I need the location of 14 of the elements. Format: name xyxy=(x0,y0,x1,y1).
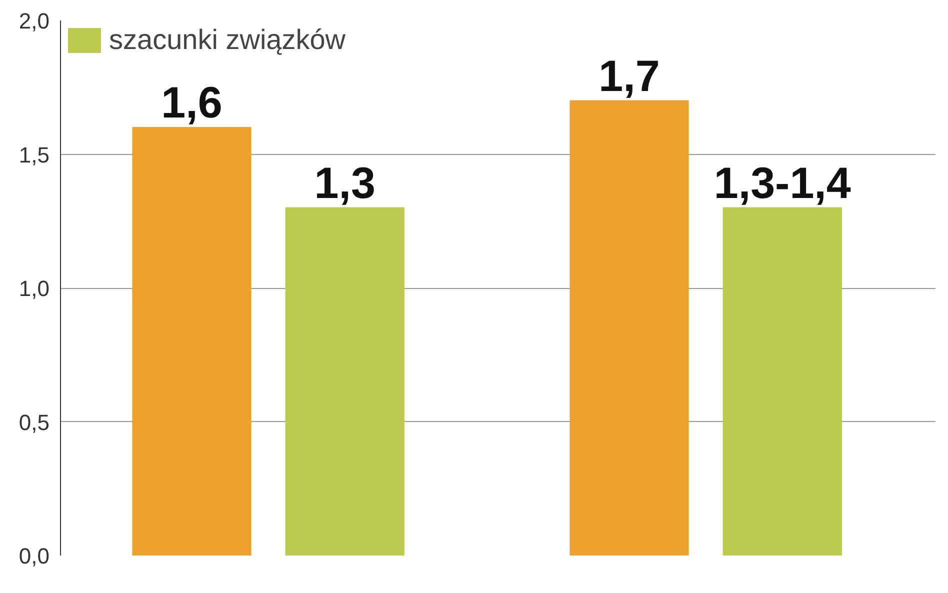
data-label: 1,3 xyxy=(314,158,376,208)
y-tick-label: 0,0 xyxy=(18,544,50,568)
data-label: 1,7 xyxy=(598,52,660,101)
y-tick-label: 0,5 xyxy=(18,410,50,435)
bar xyxy=(285,207,404,556)
data-label: 1,3-1,4 xyxy=(714,158,852,208)
bar xyxy=(722,207,842,556)
bar xyxy=(570,100,689,556)
y-tick-label: 1,5 xyxy=(18,142,50,168)
bar xyxy=(132,127,252,556)
y-tick-label: 1,0 xyxy=(18,276,50,301)
data-label: 1,6 xyxy=(161,78,222,128)
legend-label: szacunki związków xyxy=(109,24,346,56)
y-tick-label: 2,0 xyxy=(18,8,50,34)
